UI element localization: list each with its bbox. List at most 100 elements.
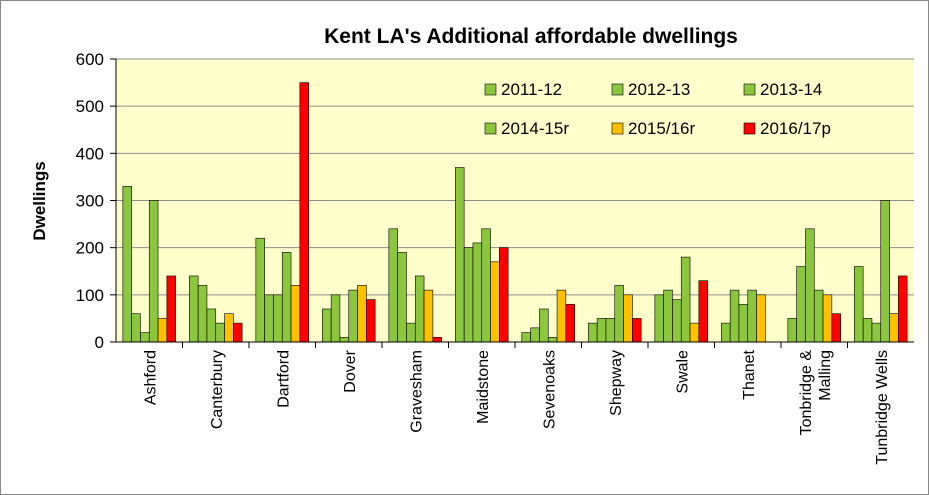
bar-sevenoaks-2015-16r (556, 289, 567, 343)
bar-gravesham-2015-16r (423, 289, 434, 343)
category-label: Shepway (608, 350, 625, 416)
legend-label: 2013-14 (760, 80, 822, 99)
y-tick-label: 100 (76, 286, 104, 305)
bar-tunbridge-wells-2015-16r (889, 313, 899, 343)
bar-tonbridge-malling-2016-17p (831, 313, 841, 343)
bar-maidstone-2012-13 (463, 247, 474, 343)
category-label: Dartford (275, 350, 292, 408)
bar-shepway-2014-15r (614, 285, 624, 343)
bar-tunbridge-wells-2012-13 (862, 318, 873, 343)
category-label-line: Dartford (275, 350, 292, 408)
x-tick-labels: Ashford Canterbury Dartford Dover Gravesham M… (142, 342, 891, 465)
grid-lines (116, 58, 914, 296)
bar-sevenoaks-2011-12 (521, 332, 531, 343)
legend-label: 2011-12 (501, 80, 562, 99)
legend-label: 2016/17p (760, 119, 831, 138)
bar-gravesham-2014-15r (414, 275, 425, 343)
category-label-line: Malling (817, 350, 834, 401)
y-tick-label: 0 (95, 333, 104, 352)
bar-dover-2015-16r (357, 285, 367, 343)
bar-tunbridge-wells-2014-15r (880, 200, 890, 343)
bar-tonbridge-malling-2013-14 (805, 228, 815, 343)
y-tick-label: 300 (76, 192, 104, 211)
bar-dover-2014-15r (348, 289, 358, 343)
bar-dartford-2011-12 (255, 237, 265, 343)
bar-maidstone-2014-15r (481, 228, 491, 343)
category-label: Dover (342, 349, 359, 392)
legend-swatch (743, 122, 756, 135)
bar-tonbridge-malling-2012-13 (796, 266, 806, 343)
bar-dover-2016-17p (366, 299, 376, 343)
bar-sevenoaks-2013-14 (539, 308, 549, 343)
legend-label: 2015/16r (628, 119, 695, 138)
bar-sevenoaks-2012-13 (530, 327, 540, 343)
bar-canterbury-2013-14 (206, 308, 217, 343)
legend-swatch (484, 83, 497, 96)
category-label-line: Maidstone (475, 350, 492, 424)
legend-swatch (611, 122, 624, 135)
y-tick-label: 600 (76, 50, 104, 69)
bar-maidstone-2013-14 (472, 242, 483, 343)
bar-dover-2011-12 (322, 308, 332, 343)
bar-tonbridge-malling-2014-15r (813, 289, 824, 343)
category-label: Swale (674, 350, 691, 394)
bar-swale-2014-15r (680, 256, 691, 343)
bar-gravesham-2012-13 (397, 252, 407, 343)
category-label: Gravesham (408, 350, 425, 433)
legend-swatch (611, 83, 624, 96)
bars (122, 82, 908, 343)
category-label-line: Shepway (608, 350, 625, 416)
bar-maidstone-2015-16r (490, 261, 500, 343)
bar-maidstone-2011-12 (455, 167, 465, 343)
bar-dartford-2013-14 (273, 294, 283, 343)
bar-tunbridge-wells-2011-12 (854, 266, 864, 343)
bar-swale-2013-14 (672, 299, 682, 343)
category-label-line: Tonbridge & (798, 350, 815, 436)
y-axis-label: Dwellings (30, 161, 49, 240)
y-tick-label: 200 (76, 239, 104, 258)
bar-ashford-2012-13 (131, 313, 141, 343)
y-tick-label: 500 (76, 97, 104, 116)
bar-shepway-2012-13 (596, 318, 607, 343)
bar-canterbury-2016-17p (233, 322, 243, 343)
bar-shepway-2013-14 (605, 318, 616, 343)
y-tick-label: 400 (76, 144, 104, 163)
bar-canterbury-2012-13 (197, 285, 208, 343)
category-label-line: Thanet (741, 349, 758, 399)
bar-ashford-2011-12 (122, 186, 132, 343)
category-label-line: Swale (674, 350, 691, 394)
bar-sevenoaks-2016-17p (565, 303, 575, 343)
category-label: Tonbridge & Malling (798, 350, 834, 436)
bar-tunbridge-wells-2016-17p (898, 275, 908, 343)
category-label: Thanet (741, 349, 758, 399)
bar-shepway-2016-17p (632, 318, 642, 343)
bar-tonbridge-malling-2015-16r (822, 294, 833, 343)
legend-label: 2012-13 (628, 80, 690, 99)
bar-ashford-2016-17p (166, 275, 176, 343)
bar-thanet-2015-16r (756, 294, 766, 343)
bar-shepway-2011-12 (588, 322, 598, 343)
chart-title: Kent LA's Additional affordable dwelling… (324, 25, 738, 48)
category-label-line: Gravesham (408, 350, 425, 433)
category-label-line: Tunbridge Wells (874, 350, 891, 465)
y-tick-labels: 0 100 200 300 400 500 600 (76, 50, 116, 352)
bar-canterbury-2015-16r (224, 313, 234, 343)
legend-label: 2014-15r (501, 119, 569, 138)
bar-maidstone-2016-17p (499, 247, 509, 343)
bar-swale-2012-13 (663, 289, 673, 343)
bar-ashford-2013-14 (140, 332, 150, 343)
category-label-line: Sevenoaks (541, 350, 558, 429)
bar-dartford-2015-16r (290, 285, 301, 343)
bar-sevenoaks-2014-15r (547, 336, 558, 343)
bar-shepway-2015-16r (623, 294, 633, 343)
legend-swatch (743, 83, 756, 96)
bar-tonbridge-malling-2011-12 (787, 318, 797, 343)
bar-thanet-2011-12 (721, 322, 731, 343)
bar-thanet-2014-15r (747, 289, 757, 343)
bar-gravesham-2016-17p (432, 336, 442, 343)
bar-gravesham-2013-14 (406, 322, 416, 343)
bar-swale-2015-16r (689, 322, 700, 343)
bar-tunbridge-wells-2013-14 (871, 322, 882, 343)
legend: 2011-12 2012-13 2013-14 2014-15r 2015/16r 201… (484, 80, 831, 138)
